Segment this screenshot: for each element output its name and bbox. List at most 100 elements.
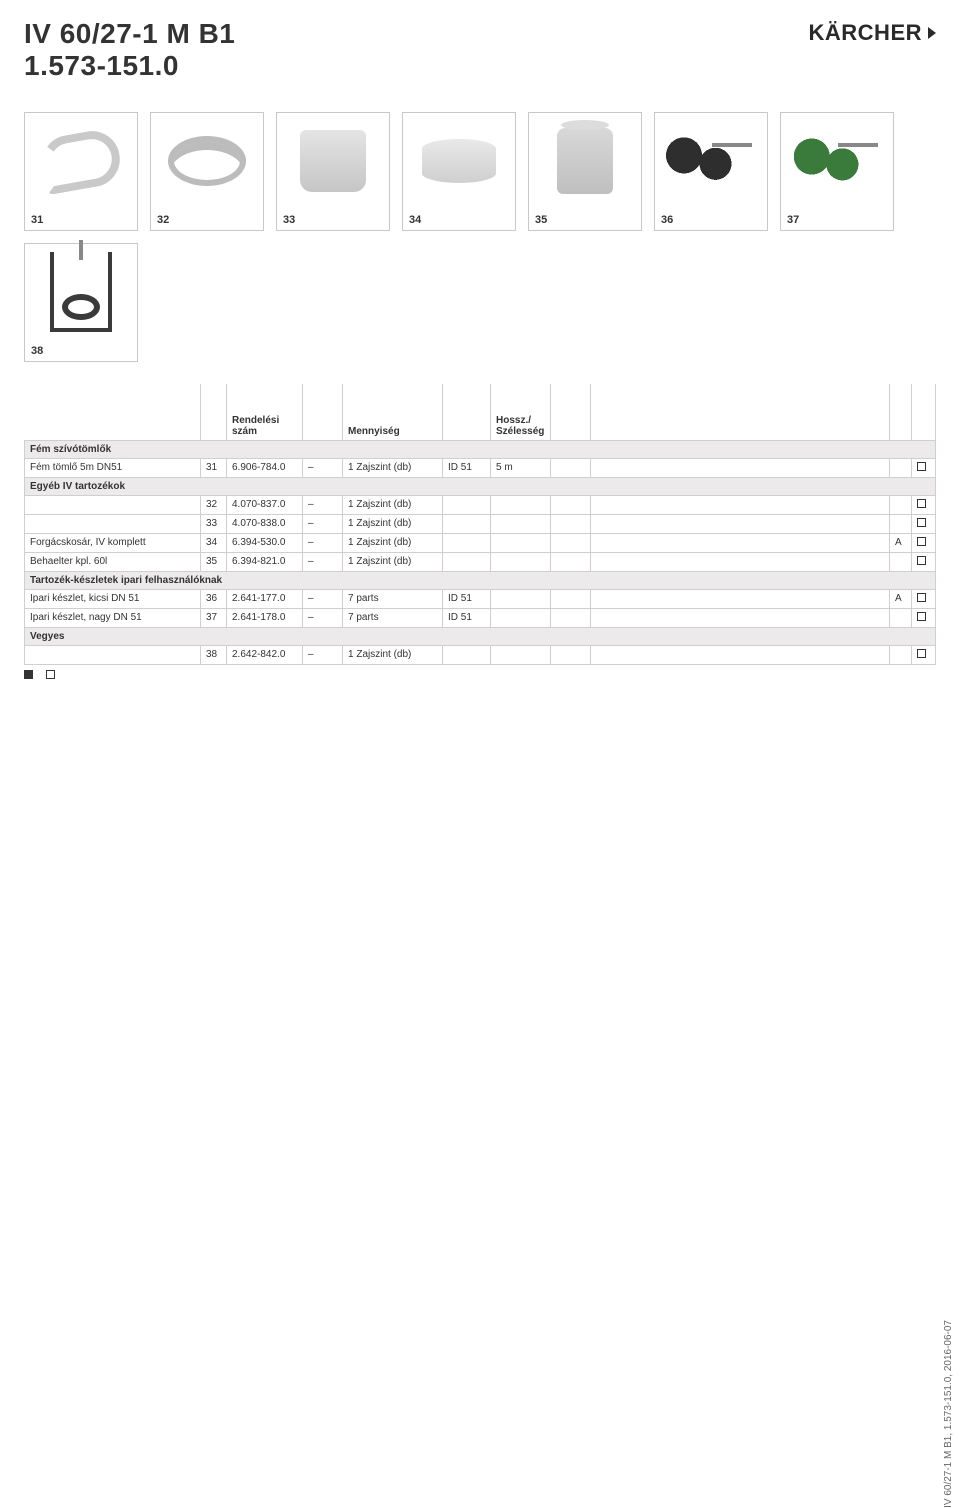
legend-empty-icon xyxy=(46,670,55,679)
placeholder-shape xyxy=(557,128,613,194)
thumbnail: 38 xyxy=(24,243,138,362)
cell-spacer1 xyxy=(551,533,591,552)
table-row: Behaelter kpl. 60l356.394-821.0–1 Zajszi… xyxy=(25,552,936,571)
section-row: Egyéb IV tartozékok xyxy=(25,477,936,495)
cell-box xyxy=(912,589,936,608)
cell-desc: Ipari készlet, kicsi DN 51 xyxy=(25,589,201,608)
cell-flag xyxy=(890,458,912,477)
brand-arrow-icon xyxy=(928,27,936,39)
cell-num: 34 xyxy=(201,533,227,552)
cell-len xyxy=(491,552,551,571)
thumbnail-number: 37 xyxy=(781,209,893,230)
thumbnail-number: 31 xyxy=(25,209,137,230)
thumbnail-row-2: 38 xyxy=(24,243,936,362)
cell-dash: – xyxy=(303,514,343,533)
cell-col: ID 51 xyxy=(443,608,491,627)
section-title: Egyéb IV tartozékok xyxy=(25,477,936,495)
cell-part: 6.394-821.0 xyxy=(227,552,303,571)
thumbnail: 33 xyxy=(276,112,390,231)
cell-flag xyxy=(890,608,912,627)
cell-spacer1 xyxy=(551,514,591,533)
checkbox-icon xyxy=(917,518,926,527)
placeholder-shape xyxy=(38,127,125,196)
cell-num: 32 xyxy=(201,495,227,514)
cell-box xyxy=(912,495,936,514)
cell-col xyxy=(443,645,491,664)
checkbox-icon xyxy=(917,612,926,621)
placeholder-shape xyxy=(422,139,496,183)
cell-num: 35 xyxy=(201,552,227,571)
section-row: Vegyes xyxy=(25,627,936,645)
checkbox-icon xyxy=(917,649,926,658)
cell-part: 6.906-784.0 xyxy=(227,458,303,477)
legend-filled-icon xyxy=(24,670,33,679)
cell-qty: 7 parts xyxy=(343,589,443,608)
cell-col: ID 51 xyxy=(443,458,491,477)
placeholder-shape xyxy=(50,252,112,332)
thumbnail-number: 33 xyxy=(277,209,389,230)
table-row: 324.070-837.0–1 Zajszint (db) xyxy=(25,495,936,514)
cell-big xyxy=(591,589,890,608)
cell-len xyxy=(491,608,551,627)
thumbnail-number: 35 xyxy=(529,209,641,230)
cell-qty: 1 Zajszint (db) xyxy=(343,533,443,552)
cell-len xyxy=(491,645,551,664)
cell-desc xyxy=(25,514,201,533)
cell-spacer1 xyxy=(551,495,591,514)
table-row: Forgácskosár, IV komplett346.394-530.0–1… xyxy=(25,533,936,552)
thumbnail: 36 xyxy=(654,112,768,231)
col-dim: Hossz./ Szélesség xyxy=(491,384,551,440)
table-row: Ipari készlet, nagy DN 51372.641-178.0–7… xyxy=(25,608,936,627)
thumbnail: 32 xyxy=(150,112,264,231)
cell-box xyxy=(912,645,936,664)
cell-box xyxy=(912,533,936,552)
legend xyxy=(24,669,936,680)
checkbox-icon xyxy=(917,462,926,471)
cell-big xyxy=(591,458,890,477)
section-row: Fém szívótömlők xyxy=(25,440,936,458)
spec-table-wrap: Rendelési szám Mennyiség Hossz./ Széless… xyxy=(24,384,936,680)
cell-flag: A xyxy=(890,533,912,552)
cell-big xyxy=(591,552,890,571)
spec-table-body: Fém szívótömlőkFém tömlő 5m DN51316.906-… xyxy=(25,440,936,664)
table-row: 334.070-838.0–1 Zajszint (db) xyxy=(25,514,936,533)
cell-box xyxy=(912,514,936,533)
cell-dash: – xyxy=(303,608,343,627)
cell-desc: Behaelter kpl. 60l xyxy=(25,552,201,571)
cell-part: 4.070-837.0 xyxy=(227,495,303,514)
cell-spacer1 xyxy=(551,608,591,627)
cell-big xyxy=(591,514,890,533)
cell-part: 4.070-838.0 xyxy=(227,514,303,533)
section-title: Vegyes xyxy=(25,627,936,645)
cell-flag xyxy=(890,645,912,664)
table-row: Ipari készlet, kicsi DN 51362.641-177.0–… xyxy=(25,589,936,608)
cell-desc: Ipari készlet, nagy DN 51 xyxy=(25,608,201,627)
cell-big xyxy=(591,608,890,627)
brand-text: KÄRCHER xyxy=(809,20,923,46)
side-caption: IV 60/27-1 M B1, 1.573-151.0, 2016-06-07 xyxy=(943,1320,954,1508)
cell-col xyxy=(443,552,491,571)
cell-num: 36 xyxy=(201,589,227,608)
page-header: IV 60/27-1 M B1 1.573-151.0 KÄRCHER xyxy=(24,18,936,82)
placeholder-shape xyxy=(666,133,756,189)
checkbox-icon xyxy=(917,499,926,508)
cell-qty: 1 Zajszint (db) xyxy=(343,552,443,571)
checkbox-icon xyxy=(917,556,926,565)
cell-col xyxy=(443,514,491,533)
cell-len xyxy=(491,495,551,514)
cell-desc xyxy=(25,495,201,514)
title-line-1: IV 60/27-1 M B1 xyxy=(24,18,235,50)
thumbnail: 34 xyxy=(402,112,516,231)
cell-num: 38 xyxy=(201,645,227,664)
cell-flag xyxy=(890,514,912,533)
placeholder-shape xyxy=(168,136,246,186)
cell-num: 33 xyxy=(201,514,227,533)
cell-qty: 1 Zajszint (db) xyxy=(343,495,443,514)
cell-big xyxy=(591,645,890,664)
cell-flag: A xyxy=(890,589,912,608)
cell-spacer1 xyxy=(551,458,591,477)
cell-spacer1 xyxy=(551,645,591,664)
thumbnail: 35 xyxy=(528,112,642,231)
cell-dash: – xyxy=(303,533,343,552)
thumbnail-image xyxy=(781,113,893,209)
